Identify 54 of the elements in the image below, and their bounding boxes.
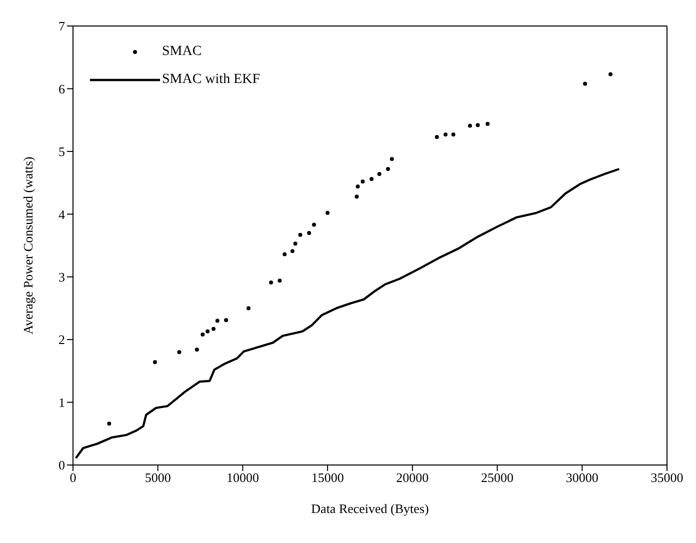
x-tick-label: 30000	[566, 470, 598, 486]
point	[293, 242, 298, 246]
point	[290, 249, 294, 254]
point	[390, 156, 394, 161]
point	[360, 180, 365, 184]
point	[215, 318, 220, 323]
point	[326, 210, 330, 215]
x-tick-label: 25000	[481, 470, 514, 486]
point	[608, 72, 612, 76]
y-tick-label: 7	[58, 18, 66, 34]
x-tick-label: 35000	[650, 470, 684, 486]
point	[278, 278, 282, 283]
point	[224, 318, 228, 322]
point	[476, 123, 480, 128]
x-tick-label: 0	[70, 470, 76, 486]
x-axis-title: Data Received (Bytes)	[311, 501, 429, 516]
point	[451, 132, 456, 136]
point	[370, 177, 374, 182]
point	[152, 360, 157, 364]
point	[307, 230, 312, 235]
point	[486, 122, 490, 126]
y-tick-label: 6	[58, 81, 66, 96]
y-tick-label: 5	[58, 144, 65, 160]
point	[269, 280, 274, 284]
point	[468, 124, 472, 128]
point	[386, 166, 390, 171]
legend-label: SMAC	[162, 43, 202, 61]
y-tick-label: 1	[58, 394, 65, 410]
point	[298, 232, 302, 237]
x-tick-label: 15000	[311, 470, 344, 486]
point	[583, 82, 588, 86]
point	[434, 135, 439, 140]
point	[356, 184, 360, 189]
point	[354, 194, 359, 199]
point	[282, 252, 287, 256]
y-tick-label: 4	[58, 206, 66, 222]
point	[377, 172, 382, 176]
point	[200, 332, 205, 337]
y-tick-label: 0	[58, 458, 65, 473]
point	[246, 306, 250, 310]
x-tick-label: 20000	[396, 470, 429, 486]
point	[444, 132, 448, 136]
x-tick-label: 10000	[226, 470, 259, 486]
point	[194, 348, 199, 352]
point	[177, 350, 182, 354]
legend-label: SMAC with EKF	[162, 71, 260, 89]
point	[312, 222, 316, 227]
point	[212, 326, 216, 331]
x-tick-label: 5000	[144, 470, 171, 486]
y-axis-title: Average Power Consumed (watts)	[20, 156, 36, 334]
point	[107, 422, 112, 426]
y-tick-label: 2	[58, 332, 65, 348]
y-tick-label: 3	[58, 269, 65, 284]
point	[206, 329, 210, 334]
